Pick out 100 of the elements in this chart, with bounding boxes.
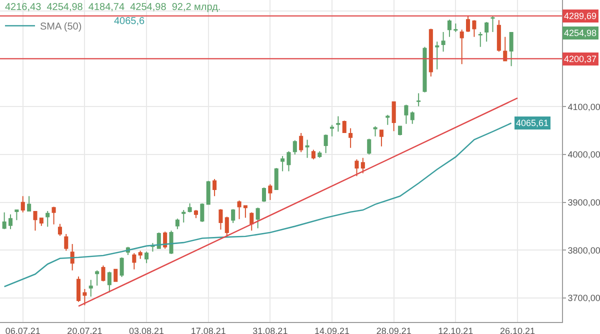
candlestick	[447, 19, 452, 38]
candlestick	[386, 114, 390, 126]
x-tick-label: 14.09.21	[314, 326, 350, 334]
candlestick	[46, 210, 50, 228]
candlestick	[88, 279, 93, 298]
candlestick	[324, 134, 328, 154]
candlestick	[330, 124, 334, 137]
candlestick	[82, 288, 87, 306]
candlestick	[460, 29, 464, 65]
candlestick	[58, 223, 62, 236]
ref-line-label: 4289,69	[564, 11, 597, 21]
candlestick	[188, 202, 192, 213]
x-tick-label: 26.10.21	[500, 326, 536, 334]
annotation: 4065,6	[114, 16, 146, 27]
candlestick	[163, 231, 168, 250]
x-tick-label: 06.07.21	[5, 326, 40, 334]
candlestick	[2, 212, 6, 230]
y-tick-label: 3700,00	[568, 293, 600, 304]
candlestick	[348, 128, 353, 148]
candlestick	[360, 157, 365, 174]
candlestick	[169, 230, 174, 255]
candlestick	[224, 216, 229, 238]
candlestick	[428, 28, 433, 78]
candlestick	[286, 150, 291, 172]
candlestick	[472, 20, 476, 38]
ref-line-label: 4200,37	[564, 54, 597, 64]
candlestick	[8, 214, 13, 230]
candlestick	[496, 20, 501, 52]
candlestick	[107, 271, 112, 293]
candlestick	[175, 218, 180, 230]
candlestick	[268, 184, 272, 200]
x-tick-label: 03.08.21	[129, 326, 164, 334]
x-tick-label: 31.08.21	[252, 326, 288, 334]
candlestick	[132, 252, 136, 270]
candlestick	[466, 15, 470, 33]
candlestick	[367, 138, 372, 156]
candlestick	[484, 22, 489, 42]
candlestick	[416, 92, 421, 107]
candlestick	[231, 208, 236, 224]
candlestick	[20, 196, 25, 213]
candlestick	[305, 139, 310, 158]
x-tick-label: 28.09.21	[376, 326, 412, 334]
candlestick	[39, 217, 44, 226]
candlestick	[120, 256, 124, 278]
candlestick	[101, 265, 106, 282]
candlestick	[237, 200, 242, 220]
x-tick-label: 17.08.21	[190, 326, 226, 334]
candlestick	[64, 233, 68, 252]
candlestick	[76, 276, 81, 302]
candlestick	[27, 196, 32, 212]
candlestick	[200, 202, 204, 222]
candlestick	[206, 180, 210, 206]
data-label: 4065,61	[516, 118, 549, 128]
candlestick	[373, 126, 378, 137]
candlestick	[354, 158, 359, 177]
candlestick	[478, 32, 482, 48]
candlestick	[435, 41, 440, 70]
candlestick	[150, 242, 155, 252]
candlestick	[404, 104, 408, 124]
y-tick-label: 3900,00	[568, 198, 600, 208]
candlestick	[212, 178, 217, 197]
candlestick	[250, 212, 254, 232]
candlestick	[182, 210, 186, 223]
candlestick	[70, 244, 74, 271]
candlestick	[218, 208, 223, 230]
candlestick	[410, 110, 414, 124]
candlestick	[33, 210, 38, 232]
candlestick	[503, 36, 508, 62]
y-tick-label: 3800,00	[568, 245, 600, 256]
candlestick	[138, 250, 142, 260]
candlestick	[280, 155, 285, 172]
y-tick-label: 4100,00	[568, 102, 600, 112]
candlestick	[336, 116, 340, 132]
candlestick	[156, 232, 161, 250]
candlestick	[311, 149, 316, 160]
candlestick	[441, 32, 446, 52]
x-tick-label: 20.07.21	[67, 326, 102, 334]
candlestick	[114, 268, 118, 282]
candlestick	[14, 210, 19, 221]
y-tick-label: 4000,00	[568, 150, 600, 160]
candlestick	[52, 206, 56, 225]
candlestick	[509, 32, 514, 67]
candlestick	[95, 270, 100, 286]
candlestick	[454, 22, 458, 33]
candlestick	[392, 100, 396, 132]
candlestick	[342, 120, 346, 134]
line-series	[4, 122, 512, 288]
candlestick	[490, 16, 495, 33]
candlestick	[274, 167, 278, 190]
x-tick-label: 12.10.21	[438, 326, 474, 334]
candlestick	[398, 125, 402, 136]
candlestick	[194, 210, 198, 219]
chart-subtitle: 4216,43 4254,98 4184,74 4254,98 92,2 млрд.	[5, 2, 221, 13]
candlestick	[262, 187, 266, 202]
legend-label: SMA (50)	[40, 22, 82, 33]
candlestick	[379, 129, 384, 147]
candlestick	[144, 251, 149, 264]
candlestick	[422, 46, 427, 93]
candlestick	[299, 132, 304, 153]
candlestick	[243, 204, 248, 218]
